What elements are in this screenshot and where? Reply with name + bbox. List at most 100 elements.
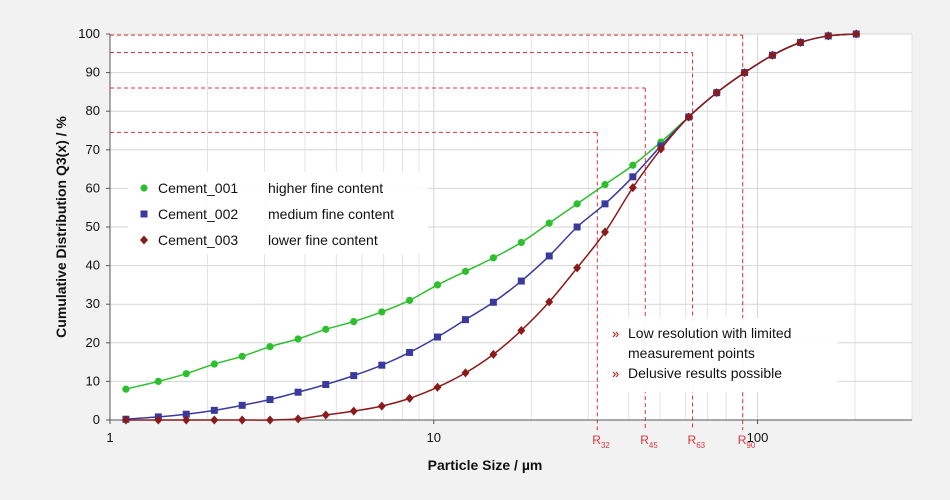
annotation-text: measurement points bbox=[628, 345, 755, 361]
annotation-text: Delusive results possible bbox=[628, 365, 782, 381]
data-point bbox=[740, 68, 749, 78]
data-point bbox=[573, 263, 582, 273]
reference-label: R45 bbox=[640, 433, 658, 450]
data-point bbox=[517, 238, 525, 247]
annotation-bullet: » bbox=[612, 326, 619, 341]
data-point bbox=[378, 361, 386, 369]
reference-label-subscript: 90 bbox=[746, 441, 755, 450]
data-point bbox=[122, 385, 130, 393]
data-point bbox=[461, 267, 470, 275]
data-point bbox=[294, 335, 302, 343]
data-point bbox=[238, 401, 246, 409]
data-point bbox=[182, 410, 190, 418]
y-tick-label: 0 bbox=[93, 412, 100, 427]
x-tick-label: 100 bbox=[747, 430, 769, 445]
reference-label-subscript: 63 bbox=[696, 441, 705, 450]
data-point bbox=[378, 308, 386, 316]
data-point bbox=[489, 298, 497, 306]
data-point bbox=[601, 227, 610, 237]
data-point bbox=[573, 200, 581, 208]
data-point bbox=[461, 316, 469, 324]
data-point bbox=[294, 414, 303, 424]
data-point bbox=[321, 410, 330, 420]
reference-label: R32 bbox=[592, 433, 610, 450]
data-point bbox=[405, 296, 414, 304]
data-point bbox=[266, 396, 274, 404]
y-tick-label: 80 bbox=[86, 103, 100, 118]
data-point bbox=[349, 406, 358, 416]
data-point bbox=[350, 372, 358, 380]
data-point bbox=[824, 31, 833, 41]
y-tick-label: 40 bbox=[86, 258, 100, 273]
data-point bbox=[140, 184, 148, 192]
data-point bbox=[433, 281, 442, 289]
x-tick-label: 10 bbox=[427, 430, 441, 445]
legend: Cement_001 higher fine content Cement_002 m… bbox=[128, 172, 428, 254]
data-point bbox=[628, 183, 637, 193]
data-point bbox=[140, 235, 148, 245]
data-point bbox=[656, 144, 665, 154]
reference-label: R63 bbox=[688, 433, 706, 450]
data-point bbox=[545, 219, 553, 227]
data-point bbox=[377, 401, 386, 411]
x-axis-title: Particle Size / µm bbox=[428, 457, 543, 473]
data-point bbox=[517, 325, 526, 335]
data-point bbox=[517, 277, 525, 285]
data-point bbox=[433, 382, 442, 392]
legend-series-name: Cement_003 bbox=[158, 232, 238, 248]
data-point bbox=[545, 252, 553, 260]
annotation-box: » Low resolution with limited measurement … bbox=[600, 318, 838, 392]
data-point bbox=[210, 360, 218, 368]
data-point bbox=[601, 180, 609, 189]
data-point bbox=[629, 173, 637, 181]
y-tick-label: 30 bbox=[86, 296, 100, 311]
data-point bbox=[265, 415, 274, 425]
data-point bbox=[684, 112, 693, 122]
y-tick-label: 70 bbox=[86, 142, 100, 157]
data-point bbox=[238, 415, 247, 425]
legend-series-description: lower fine content bbox=[268, 232, 378, 248]
reference-label-subscript: 32 bbox=[601, 441, 610, 450]
data-point bbox=[238, 352, 246, 360]
data-point bbox=[294, 388, 302, 396]
y-axis-title: Cumulative Distribution Q3(x) / % bbox=[53, 116, 69, 338]
data-point bbox=[322, 325, 330, 333]
data-point bbox=[712, 88, 721, 98]
data-point bbox=[489, 349, 498, 359]
data-point bbox=[852, 29, 861, 39]
legend-series-description: medium fine content bbox=[268, 206, 394, 222]
data-point bbox=[405, 393, 414, 403]
data-point bbox=[796, 37, 805, 47]
data-point bbox=[489, 254, 497, 262]
data-point bbox=[350, 317, 358, 326]
data-point bbox=[434, 333, 442, 341]
reference-lines: R32 R45 R63 R90 bbox=[110, 34, 756, 450]
y-tick-label: 100 bbox=[78, 26, 100, 41]
data-point bbox=[182, 370, 190, 378]
data-point bbox=[601, 200, 609, 208]
data-point bbox=[573, 223, 581, 231]
y-tick-label: 20 bbox=[86, 335, 100, 350]
data-point bbox=[121, 415, 130, 425]
data-point bbox=[266, 343, 274, 351]
y-tick-label: 50 bbox=[86, 219, 100, 234]
data-point bbox=[322, 380, 330, 388]
annotation-background bbox=[600, 318, 838, 392]
data-point bbox=[140, 210, 148, 218]
data-point bbox=[545, 297, 554, 307]
legend-box bbox=[128, 172, 428, 254]
data-point bbox=[210, 415, 219, 425]
data-point bbox=[629, 161, 637, 169]
data-point bbox=[154, 377, 162, 385]
legend-series-name: Cement_002 bbox=[158, 206, 238, 222]
annotation-bullet: » bbox=[612, 366, 619, 381]
data-point bbox=[210, 406, 218, 414]
series-cement-003 bbox=[121, 29, 861, 425]
data-point bbox=[406, 348, 414, 356]
data-point bbox=[768, 50, 777, 60]
legend-series-name: Cement_001 bbox=[158, 180, 238, 196]
y-tick-label: 60 bbox=[86, 180, 100, 195]
y-tick-label: 10 bbox=[86, 373, 100, 388]
